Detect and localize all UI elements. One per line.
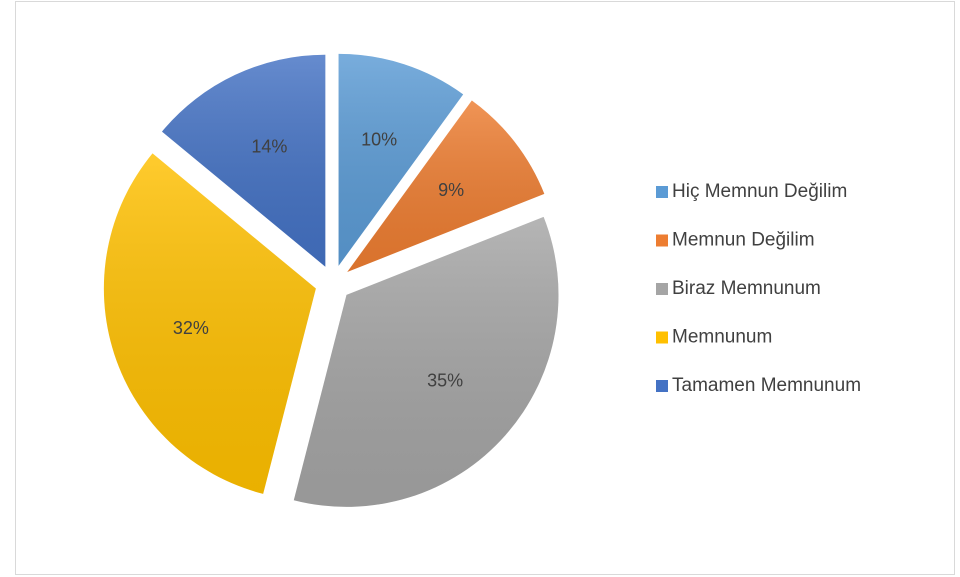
- legend-label: Memnun Değilim: [672, 230, 815, 251]
- legend-label: Tamamen Memnunum: [672, 375, 861, 396]
- slice-shade: [293, 216, 559, 507]
- slice-shade: [338, 53, 464, 266]
- data-label: 10%: [361, 130, 397, 150]
- legend-swatch: [656, 234, 668, 247]
- data-label: 35%: [427, 371, 463, 391]
- legend-swatch: [656, 283, 668, 295]
- slice-shade: [103, 153, 316, 494]
- legend-label: Biraz Memnunum: [672, 278, 821, 299]
- data-label: 14%: [251, 137, 287, 157]
- legend-label: Memnunum: [672, 327, 772, 348]
- data-label: 32%: [173, 318, 209, 338]
- legend-swatch: [656, 331, 668, 344]
- legend-swatch: [656, 186, 668, 198]
- legend-label: Hiç Memnun Değilim: [672, 181, 847, 202]
- slice-shade: [347, 100, 545, 272]
- legend-swatch: [656, 380, 668, 392]
- slice-shade: [161, 54, 326, 267]
- data-label: 9%: [438, 180, 464, 200]
